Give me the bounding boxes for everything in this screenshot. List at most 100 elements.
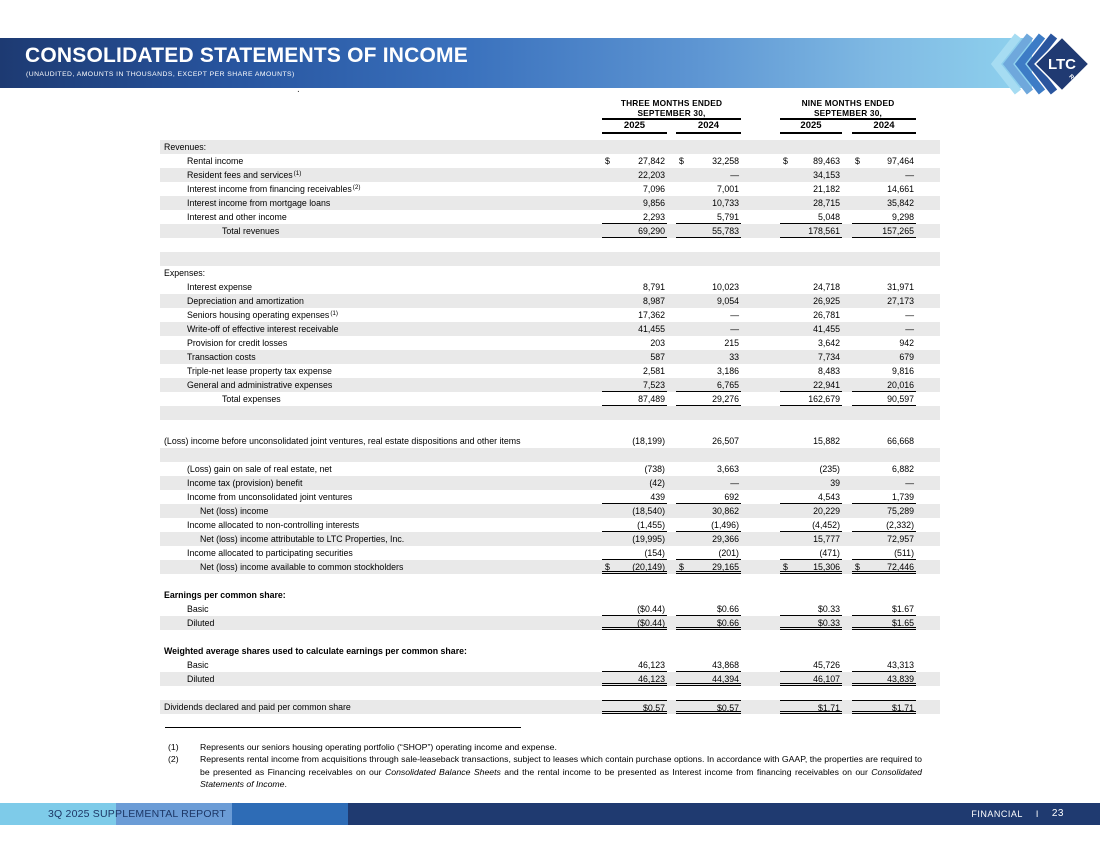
table-spacer-row [160,238,940,252]
value-cell: — [730,310,739,320]
row-label: Net (loss) income available to common st… [200,562,404,572]
table-row: Provision for credit losses 203 215 3,642 94… [160,336,940,350]
table-spacer-row [160,420,940,434]
value-cell: 15,882 [813,436,840,446]
value-cell: 162,679 [780,392,842,406]
value-cell: — [905,478,914,488]
table-row: (Loss) gain on sale of real estate, net (… [160,462,940,476]
footer-report-title: 3Q 2025 SUPPLEMENTAL REPORT [48,808,226,820]
table-header-line2: SEPTEMBER 30, SEPTEMBER 30, [160,108,940,120]
table-row: Earnings per common share: [160,588,940,602]
table-row: Income allocated to participating securi… [160,546,940,560]
value-cell: 178,561 [780,224,842,238]
page-title: CONSOLIDATED STATEMENTS OF INCOME [25,44,468,67]
table-row: Revenues: [160,140,940,154]
table-spacer-row [160,630,940,644]
value-cell: 27,173 [887,296,914,306]
footer-page-number: 23 [1051,808,1064,819]
currency-symbol: $ [679,562,684,572]
value-cell: 10,023 [712,282,739,292]
value-cell: 8,791 [642,282,665,292]
value-cell: $97,464 [855,156,914,166]
footnote-ref: (2) [352,183,361,191]
value-cell: 24,718 [813,282,840,292]
value-cell: (1,455) [602,518,667,532]
value-cell: 157,265 [852,224,916,238]
row-label: Depreciation and amortization [187,296,304,306]
value-cell: (18,199) [632,436,665,446]
value-cell: — [730,478,739,488]
row-label: Expenses: [164,268,206,278]
footer-page-info: FINANCIAL I 23 [971,803,1064,825]
value-cell: $0.57 [602,700,667,714]
value-cell: $1.67 [852,602,916,616]
value-cell: 28,715 [813,198,840,208]
table-row: Net (loss) income available to common st… [160,560,940,574]
chevron-icon [1014,33,1046,95]
table-spacer-row [160,252,940,266]
row-label: Write-off of effective interest receivab… [187,324,339,334]
value-cell: 20,229 [813,506,840,516]
value-cell: 942 [899,338,914,348]
value-cell: 7,001 [716,184,739,194]
footnote-number: (2) [168,754,179,765]
table-row: Interest and other income 2,293 5,791 5,048… [160,210,940,224]
header-banner: CONSOLIDATED STATEMENTS OF INCOME (UNAUD… [0,38,1032,88]
value-cell: 8,483 [817,366,840,376]
year-column-header: 2025 [602,120,667,134]
row-label: Earnings per common share: [164,590,286,600]
chevron-icon [1026,33,1058,95]
value-cell: — [905,324,914,334]
footnote: (1) Represents our seniors housing operat… [160,741,922,753]
value-cell: 21,182 [813,184,840,194]
row-label: General and administrative expenses [187,380,333,390]
value-cell: 44,394 [676,672,741,686]
table-row: General and administrative expenses 7,523… [160,378,940,392]
table-row: Triple-net lease property tax expense 2,5… [160,364,940,378]
value-cell: (471) [780,546,842,560]
table-spacer-row [160,448,940,462]
row-label: Triple-net lease property tax expense [187,366,332,376]
value-cell: — [730,170,739,180]
currency-symbol: $ [783,562,788,572]
table-row: Seniors housing operating expenses(1) 17,… [160,308,940,322]
value-cell: 45,726 [780,658,842,672]
row-label: Total expenses [222,394,281,404]
value-cell: 34,153 [813,170,840,180]
chevron-icon [990,33,1022,95]
value-cell: 26,781 [813,310,840,320]
value-cell: 679 [899,352,914,362]
table-row: Write-off of effective interest receivab… [160,322,940,336]
value-cell: 6,765 [676,378,741,392]
table-row: Interest expense 8,791 10,023 24,718 31,971 [160,280,940,294]
value-cell: 30,862 [712,506,739,516]
footnotes: (1) Represents our seniors housing operat… [160,727,922,791]
value-cell: 587 [650,352,665,362]
table-spacer-row [160,574,940,588]
value-cell: 26,507 [712,436,739,446]
value-cell: (511) [852,546,916,560]
table-row: Basic 46,123 43,868 45,726 43,313 [160,658,940,672]
row-label: Rental income [187,156,244,166]
value-cell: 43,839 [852,672,916,686]
row-label: Interest income from mortgage loans [187,198,331,208]
value-cell: 3,186 [716,366,739,376]
footer-segment [232,803,348,825]
footer-section-label: FINANCIAL [971,809,1023,819]
row-label: Income allocated to non-controlling inte… [187,520,360,530]
value-cell: 87,489 [602,392,667,406]
table-row: Depreciation and amortization 8,987 9,054 2… [160,294,940,308]
table-row: Interest income from financing receivabl… [160,182,940,196]
currency-symbol: $ [783,156,788,166]
footer-divider: I [1035,809,1039,819]
page-subtitle: (UNAUDITED, AMOUNTS IN THOUSANDS, EXCEPT… [26,71,295,78]
currency-symbol: $ [855,156,860,166]
footnote-ref: (1) [293,169,302,177]
value-cell: 9,298 [852,210,916,224]
value-cell: 15,777 [813,534,840,544]
value-cell: 10,733 [712,198,739,208]
table-row: Diluted ($0.44) $0.66 $0.33 $1.65 [160,616,940,630]
value-cell: 8,987 [642,296,665,306]
table-row: Weighted average shares used to calculat… [160,644,940,658]
value-cell: 3,642 [817,338,840,348]
